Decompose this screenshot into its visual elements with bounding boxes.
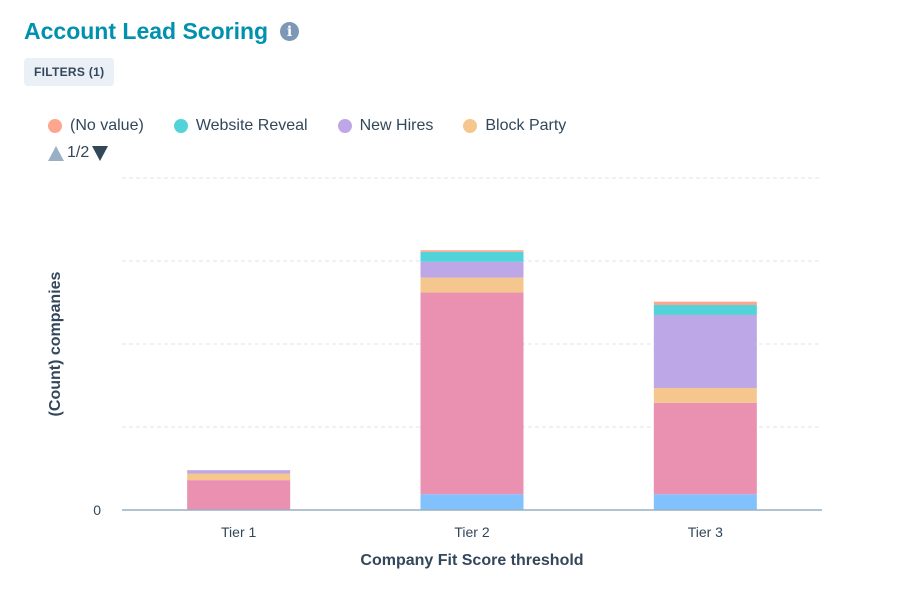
legend-item-website-reveal[interactable]: Website Reveal <box>173 117 308 135</box>
bar-segment[interactable] <box>420 292 524 495</box>
legend-pager: 1/2 <box>48 144 109 162</box>
bar-segment[interactable] <box>420 261 524 278</box>
legend-label: (No value) <box>70 117 144 134</box>
title-text: Account Lead Scoring <box>24 18 269 44</box>
legend-item-block-party[interactable]: Block Party <box>463 117 566 135</box>
bar-segment[interactable] <box>653 304 757 315</box>
x-tick-label: Tier 1 <box>221 524 256 540</box>
legend-item-no-value[interactable]: (No value) <box>48 117 144 135</box>
y-axis-title: (Count) companies <box>47 271 64 416</box>
x-axis-title: Company Fit Score threshold <box>360 552 583 569</box>
legend-dot-icon <box>463 119 478 133</box>
legend-page-text: 1/2 <box>67 144 90 161</box>
bar-segment[interactable] <box>420 250 524 252</box>
legend: (No value) Website Reveal New Hires Bloc… <box>48 117 566 135</box>
legend-dot-icon <box>337 119 352 133</box>
legend-label: New Hires <box>359 117 434 134</box>
bar-segment[interactable] <box>653 387 757 403</box>
bar-segment[interactable] <box>653 494 757 510</box>
bar-segment[interactable] <box>187 473 291 481</box>
report-title: Account Lead Scoring i <box>24 18 300 45</box>
legend-dot-icon <box>173 119 188 133</box>
bar-segment[interactable] <box>420 277 524 293</box>
legend-label: Website Reveal <box>195 117 308 134</box>
filters-button[interactable]: FILTERS (1) <box>24 58 115 86</box>
legend-label: Block Party <box>485 117 567 134</box>
x-tick-label: Tier 2 <box>454 524 489 540</box>
bar-segment[interactable] <box>187 470 291 474</box>
legend-prev-icon[interactable] <box>48 145 64 161</box>
x-tick-label: Tier 3 <box>688 524 723 540</box>
y-tick-label: 0 <box>93 502 101 518</box>
bar-segment[interactable] <box>653 402 757 495</box>
bar-segment[interactable] <box>420 251 524 262</box>
legend-item-new-hires[interactable]: New Hires <box>337 117 434 135</box>
bar-segment[interactable] <box>653 301 757 305</box>
legend-next-icon[interactable] <box>92 145 109 161</box>
info-icon[interactable]: i <box>280 22 300 41</box>
bar-segment[interactable] <box>420 494 524 510</box>
legend-dot-icon <box>48 119 62 133</box>
bar-segment[interactable] <box>653 314 757 388</box>
bar-segment[interactable] <box>187 480 291 510</box>
